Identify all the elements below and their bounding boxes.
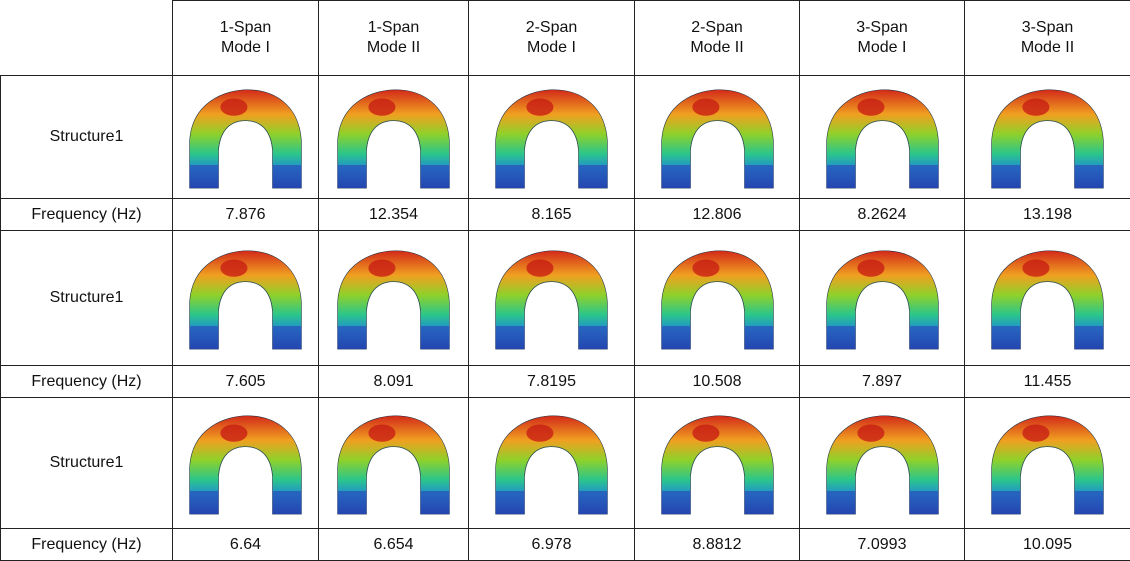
- mode-shape-cell: [469, 76, 635, 199]
- structure-label: Structure1: [1, 76, 173, 199]
- mode-label: Mode II: [635, 38, 799, 58]
- mode-label: Mode I: [800, 38, 964, 58]
- frequency-label: Frequency (Hz): [1, 529, 173, 561]
- mode-shape-cell: [319, 231, 469, 366]
- mode-shape-cell: [173, 76, 319, 199]
- structure-row: Structure1: [1, 76, 1130, 199]
- mode-shape: [178, 80, 313, 195]
- frequency-value: 10.095: [965, 529, 1130, 561]
- span-label: 1-Span: [319, 18, 468, 38]
- mode-shape-cell: [469, 231, 635, 366]
- mode-shape: [178, 241, 313, 356]
- mode-shape-cell: [635, 398, 800, 529]
- mode-label: Mode I: [173, 38, 318, 58]
- mode-shape-cell: [173, 398, 319, 529]
- structure-row: Structure1: [1, 398, 1130, 529]
- mode-shape: [484, 241, 619, 356]
- mode-label: Mode II: [965, 38, 1130, 58]
- page: 1-SpanMode I1-SpanMode II2-SpanMode I2-S…: [0, 0, 1130, 560]
- frequency-value: 12.806: [635, 199, 800, 231]
- mode-label: Mode I: [469, 38, 634, 58]
- structure-row: Structure1: [1, 231, 1130, 366]
- frequency-value: 7.8195: [469, 366, 635, 398]
- mode-shape: [484, 406, 619, 521]
- mode-shape: [980, 80, 1115, 195]
- frequency-value: 7.605: [173, 366, 319, 398]
- structure-label: Structure1: [1, 398, 173, 529]
- frequency-value: 8.2624: [800, 199, 965, 231]
- mode-shape: [815, 406, 950, 521]
- mode-shape-cell: [173, 231, 319, 366]
- mode-shape-cell: [965, 398, 1130, 529]
- mode-shape: [650, 241, 785, 356]
- mode-shape: [650, 80, 785, 195]
- modes-table: 1-SpanMode I1-SpanMode II2-SpanMode I2-S…: [0, 0, 1130, 561]
- frequency-value: 6.64: [173, 529, 319, 561]
- mode-shape-cell: [800, 76, 965, 199]
- frequency-value: 7.0993: [800, 529, 965, 561]
- mode-shape: [650, 406, 785, 521]
- mode-shape-cell: [469, 398, 635, 529]
- span-label: 2-Span: [635, 18, 799, 38]
- structure-label: Structure1: [1, 231, 173, 366]
- mode-shape: [326, 80, 461, 195]
- mode-shape: [815, 241, 950, 356]
- frequency-value: 10.508: [635, 366, 800, 398]
- mode-shape-cell: [800, 398, 965, 529]
- mode-shape-cell: [800, 231, 965, 366]
- span-label: 2-Span: [469, 18, 634, 38]
- span-label: 3-Span: [800, 18, 964, 38]
- mode-shape: [980, 241, 1115, 356]
- frequency-value: 8.091: [319, 366, 469, 398]
- mode-shape: [326, 406, 461, 521]
- frequency-label: Frequency (Hz): [1, 199, 173, 231]
- mode-shape-cell: [965, 76, 1130, 199]
- frequency-value: 11.455: [965, 366, 1130, 398]
- mode-shape: [326, 241, 461, 356]
- frequency-value: 8.8812: [635, 529, 800, 561]
- mode-label: Mode II: [319, 38, 468, 58]
- corner-cell: [1, 1, 173, 76]
- mode-shape-cell: [635, 231, 800, 366]
- mode-shape: [178, 406, 313, 521]
- mode-shape-cell: [319, 398, 469, 529]
- frequency-value: 7.897: [800, 366, 965, 398]
- frequency-value: 6.978: [469, 529, 635, 561]
- mode-shape: [815, 80, 950, 195]
- span-label: 3-Span: [965, 18, 1130, 38]
- mode-shape: [980, 406, 1115, 521]
- frequency-value: 8.165: [469, 199, 635, 231]
- frequency-value: 6.654: [319, 529, 469, 561]
- mode-shape: [484, 80, 619, 195]
- frequency-label: Frequency (Hz): [1, 366, 173, 398]
- mode-shape-cell: [319, 76, 469, 199]
- frequency-value: 13.198: [965, 199, 1130, 231]
- mode-shape-cell: [965, 231, 1130, 366]
- span-label: 1-Span: [173, 18, 318, 38]
- mode-shape-cell: [635, 76, 800, 199]
- frequency-value: 12.354: [319, 199, 469, 231]
- frequency-value: 7.876: [173, 199, 319, 231]
